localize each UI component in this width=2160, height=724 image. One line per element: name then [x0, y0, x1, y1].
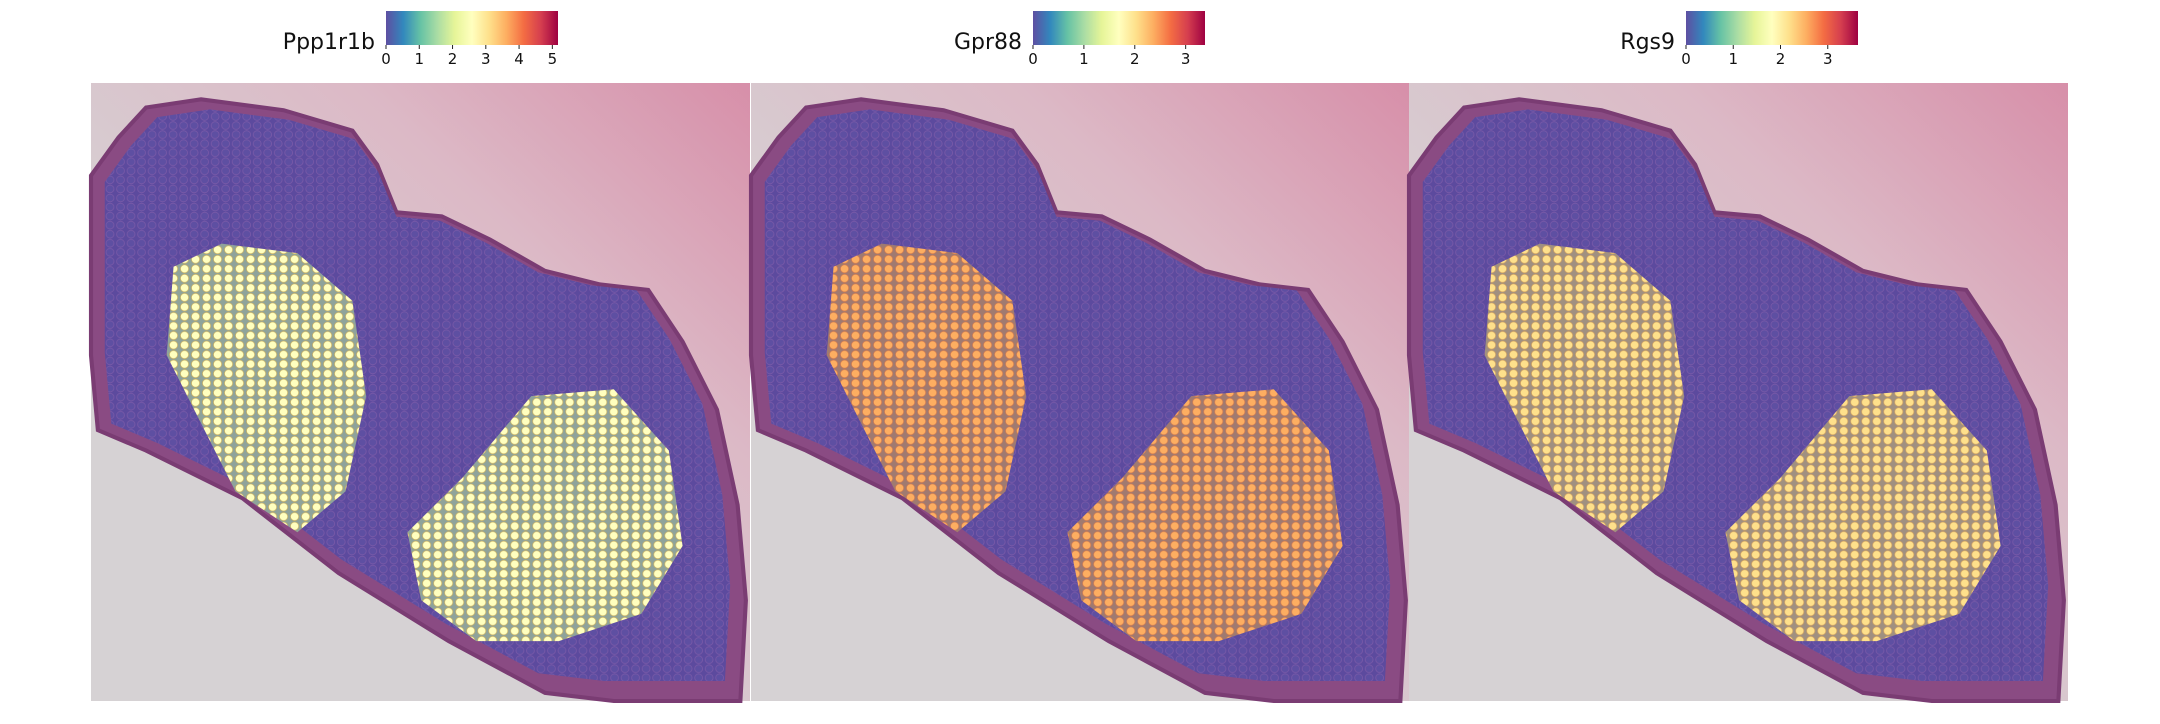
tissue [88, 97, 748, 704]
colorbar [1033, 11, 1205, 45]
colorbar-tick-label: 0 [381, 50, 391, 68]
colorbar [1686, 11, 1858, 45]
high-expression-region [1067, 389, 1343, 642]
colorbar-tick-label: 1 [414, 50, 424, 68]
high-expression-region [166, 243, 367, 533]
colorbar-tick-label: 2 [1130, 50, 1140, 68]
high-expression-region [1725, 389, 2001, 642]
colorbar-tick-label: 4 [514, 50, 524, 68]
panel: Ppp1r1b 0 1 2 3 4 5 [88, 11, 750, 704]
tissue [1406, 97, 2066, 704]
colorbar-tick-label: 3 [1823, 50, 1833, 68]
colorbar-tick-label: 0 [1681, 50, 1691, 68]
colorbar-tick-label: 1 [1728, 50, 1738, 68]
colorbar-title: Gpr88 [954, 30, 1022, 55]
colorbar-tick-label: 3 [481, 50, 491, 68]
colorbar-tick-label: 5 [548, 50, 558, 68]
tissue [748, 97, 1408, 704]
panel: Gpr88 0 1 2 3 [748, 11, 1410, 704]
high-expression-region [407, 389, 683, 642]
colorbar-title: Rgs9 [1620, 30, 1675, 55]
colorbar-tick-label: 0 [1028, 50, 1038, 68]
high-expression-region [1484, 243, 1685, 533]
colorbar-title: Ppp1r1b [283, 30, 375, 55]
high-expression-region [826, 243, 1027, 533]
colorbar-tick-label: 2 [1776, 50, 1786, 68]
panel: Rgs9 0 1 2 3 [1406, 11, 2068, 704]
colorbar-tick-label: 2 [448, 50, 458, 68]
colorbar [386, 11, 558, 45]
colorbar-tick-label: 3 [1181, 50, 1191, 68]
colorbar-tick-label: 1 [1079, 50, 1089, 68]
